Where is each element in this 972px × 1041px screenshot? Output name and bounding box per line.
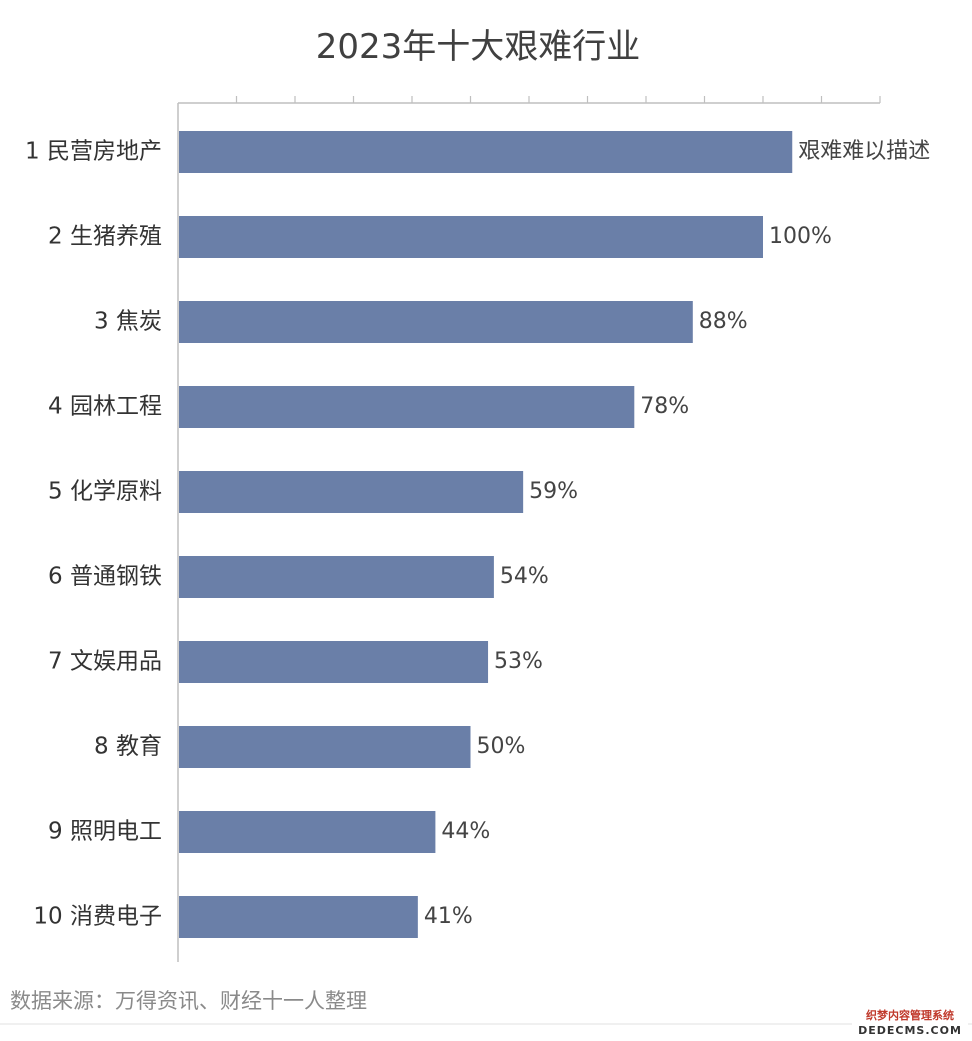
watermark-line1: 织梦内容管理系统 xyxy=(866,1008,954,1022)
bar-2 xyxy=(179,216,763,258)
bar-4 xyxy=(179,386,635,428)
watermark-background xyxy=(852,1006,968,1038)
watermark-line2: DEDECMS.COM xyxy=(858,1024,962,1037)
bar-7 xyxy=(179,641,489,683)
value-label-10: 41% xyxy=(424,904,473,929)
category-label-3: 3 焦炭 xyxy=(94,309,162,335)
category-label-10: 10 消费电子 xyxy=(33,904,162,930)
value-labels: 艰难难以描述 100% 88% 78% 59% 54% 53% 50% 44% 41% xyxy=(424,139,930,929)
chart-title: 2023年十大艰难行业 xyxy=(316,27,641,67)
bar-1 xyxy=(179,131,793,173)
x-axis xyxy=(177,96,881,962)
category-label-8: 8 教育 xyxy=(94,734,162,760)
bar-8 xyxy=(179,726,471,768)
value-label-6: 54% xyxy=(500,564,549,589)
value-label-2: 100% xyxy=(769,224,832,249)
bar-3 xyxy=(179,301,693,343)
value-label-4: 78% xyxy=(640,394,689,419)
bar-9 xyxy=(179,811,436,853)
category-label-5: 5 化学原料 xyxy=(48,479,162,505)
value-label-8: 50% xyxy=(477,734,526,759)
bar-6 xyxy=(179,556,494,598)
category-labels: 1 民营房地产 2 生猪养殖 3 焦炭 4 园林工程 5 化学原料 6 普通钢铁 7 文娱用… xyxy=(25,139,162,930)
category-label-1: 1 民营房地产 xyxy=(25,139,162,165)
bar-5 xyxy=(179,471,524,513)
value-label-1: 艰难难以描述 xyxy=(798,139,930,164)
value-label-5: 59% xyxy=(529,479,578,504)
value-label-7: 53% xyxy=(494,649,543,674)
category-label-7: 7 文娱用品 xyxy=(48,649,162,675)
category-label-2: 2 生猪养殖 xyxy=(48,224,162,250)
category-label-6: 6 普通钢铁 xyxy=(48,564,162,590)
bar-10 xyxy=(179,896,418,938)
bars xyxy=(179,131,793,938)
category-label-9: 9 照明电工 xyxy=(48,819,162,845)
category-label-4: 4 园林工程 xyxy=(48,394,162,420)
value-label-9: 44% xyxy=(441,819,490,844)
source-note: 数据来源：万得资讯、财经十一人整理 xyxy=(10,989,367,1013)
value-label-3: 88% xyxy=(699,309,748,334)
